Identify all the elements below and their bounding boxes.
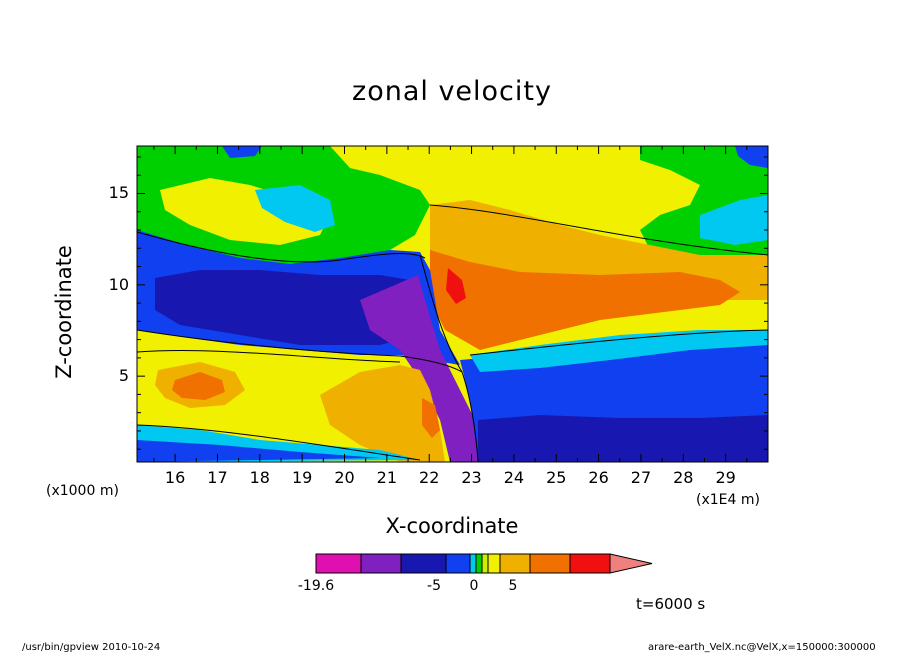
chart-title: zonal velocity <box>352 76 552 107</box>
x-tick-label: 18 <box>249 468 270 487</box>
colorbar-arrow <box>609 553 653 574</box>
x-tick-label: 22 <box>419 468 440 487</box>
footer-left: /usr/bin/gpview 2010-10-24 <box>22 642 161 653</box>
x-unit-right: (x1E4 m) <box>696 492 760 508</box>
x-tick-label: 24 <box>503 468 525 487</box>
x-tick-label: 28 <box>673 468 694 487</box>
x-tick-label: 20 <box>334 468 355 487</box>
x-tick-label: 23 <box>461 468 482 487</box>
field-top-blue-1 <box>222 146 262 158</box>
heatmap-field <box>137 146 768 462</box>
x-tick-label: 16 <box>164 468 186 487</box>
field-lower-mid-orange <box>320 365 445 462</box>
field-bottom-blue <box>137 440 380 462</box>
y-tick-label: 10 <box>108 274 129 294</box>
colorbar-segment <box>487 553 501 574</box>
x-tick-label: 27 <box>630 468 652 487</box>
field-lower-right-navy <box>478 415 768 462</box>
colorbar-tick-label: -19.6 <box>297 578 335 594</box>
colorbar-segment <box>445 553 471 574</box>
x-tick-label: 21 <box>376 468 398 487</box>
colorbar <box>315 553 653 574</box>
y-tick-label: 15 <box>108 183 129 203</box>
colorbar-tick-label: -5 <box>427 578 441 594</box>
colorbar-segment <box>475 553 483 574</box>
plot-frame <box>136 145 769 463</box>
colorbar-segment <box>529 553 571 574</box>
y-tick-label: 5 <box>118 366 129 386</box>
x-tick-label: 29 <box>715 468 736 487</box>
field-red-spot <box>446 268 466 304</box>
y-axis-label: Z-coordinate <box>52 245 76 379</box>
field-orange-core <box>430 250 740 350</box>
colorbar-segment <box>469 553 477 574</box>
field-navy-core <box>155 270 420 345</box>
field-upper-right-cyan <box>700 195 768 245</box>
footer-right: arare-earth_VelX.nc@VelX,x=150000:300000 <box>648 642 876 653</box>
x-tick-marks <box>153 146 748 462</box>
field-lower-left-orange-core <box>172 372 225 400</box>
field-purple-core <box>360 275 478 462</box>
colorbar-segment <box>315 553 362 574</box>
field-top-blue-2 <box>735 146 768 168</box>
time-label: t=6000 s <box>636 595 706 613</box>
x-tick-label: 25 <box>546 468 567 487</box>
colorbar-segment <box>499 553 531 574</box>
x-tick-label: 17 <box>207 468 228 487</box>
field-lower-right-cyan <box>470 330 768 372</box>
field-cyan-pocket <box>255 185 335 232</box>
y-tick-marks <box>137 156 768 450</box>
field-yellow-patch-1 <box>160 178 330 245</box>
contour-lines <box>137 204 768 462</box>
colorbar-segment <box>569 553 611 574</box>
colorbar-segment <box>400 553 447 574</box>
x-axis-label: X-coordinate <box>385 514 519 538</box>
x-tick-label: 26 <box>588 468 609 487</box>
colorbar-tick-label: 5 <box>508 578 518 594</box>
colorbar-segment <box>360 553 402 574</box>
colorbar-segment <box>481 553 489 574</box>
colorbar-tick-label: 0 <box>469 578 479 594</box>
field-lower-mid-red <box>422 398 440 438</box>
x-tick-label: 19 <box>291 468 313 487</box>
x-unit-left: (x1000 m) <box>46 483 119 499</box>
